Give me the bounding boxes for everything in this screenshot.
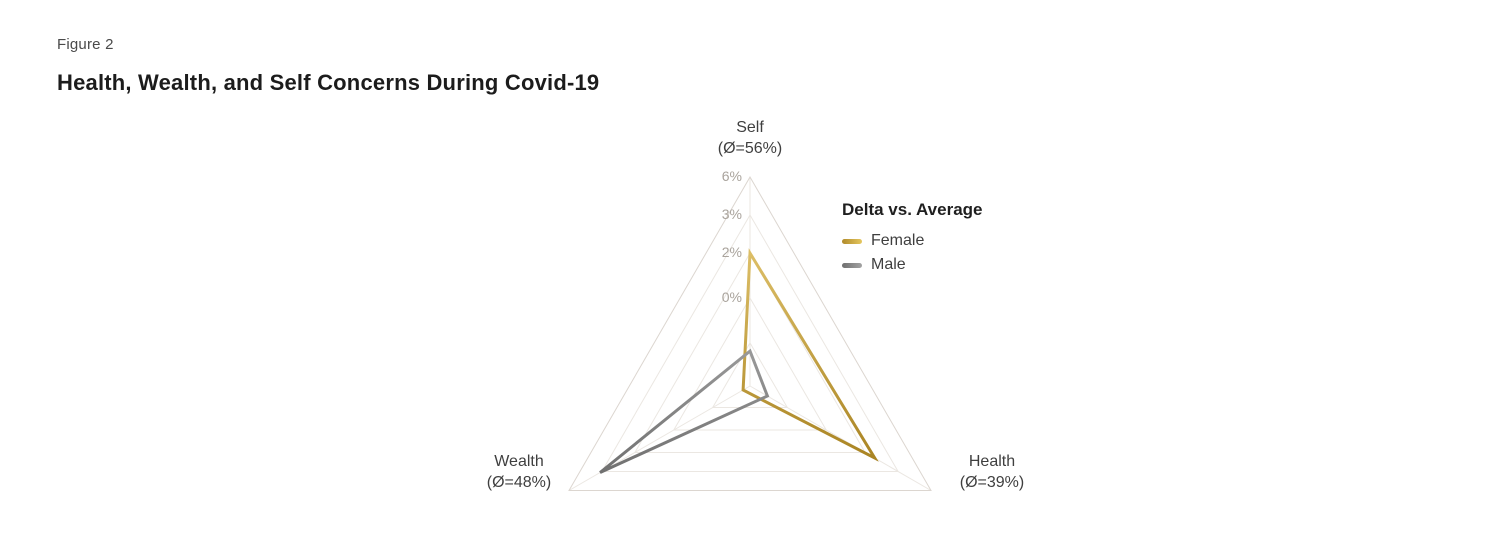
- series-polygon-female: [741, 248, 879, 462]
- radar-tick-label: 0%: [722, 289, 742, 305]
- axis-health-average: (Ø=39%): [959, 474, 1025, 491]
- series-polygon-male: [599, 348, 770, 474]
- axis-health-name: Health: [968, 453, 1016, 470]
- radar-spoke: [568, 385, 751, 491]
- radar-ring: [672, 296, 828, 431]
- legend-label-male: Male: [871, 256, 906, 273]
- radar-ring: [568, 176, 932, 491]
- radar-ring: [634, 252, 866, 453]
- axis-self-average: (Ø=56%): [717, 140, 783, 157]
- legend: Delta vs. Average Female Male: [842, 200, 982, 277]
- axis-label-self: Self (Ø=56%): [680, 117, 820, 159]
- axis-label-health: Health (Ø=39%): [922, 451, 1062, 493]
- figure-label: Figure 2: [57, 36, 114, 53]
- radar-tick-label: 3%: [722, 206, 742, 222]
- male-line-swatch-icon: [842, 262, 862, 268]
- radar-tick-label: 6%: [722, 168, 742, 184]
- radar-series: [599, 248, 879, 474]
- axis-self-name: Self: [736, 119, 764, 136]
- radar-tick-labels: 6% 3% 2% 0%: [722, 168, 742, 305]
- radar-spoke: [749, 385, 932, 491]
- legend-item-female[interactable]: Female: [842, 229, 982, 253]
- radar-ring: [711, 341, 789, 408]
- legend-label-female: Female: [871, 232, 925, 249]
- legend-item-male[interactable]: Male: [842, 253, 982, 277]
- axis-wealth-name: Wealth: [494, 453, 544, 470]
- radar-tick-label: 2%: [722, 244, 742, 260]
- legend-title: Delta vs. Average: [842, 200, 983, 219]
- radar-ring: [601, 214, 899, 472]
- axis-wealth-average: (Ø=48%): [486, 474, 552, 491]
- axis-label-wealth: Wealth (Ø=48%): [449, 451, 589, 493]
- female-line-swatch-icon: [842, 238, 862, 244]
- chart-title: Health, Wealth, and Self Concerns During…: [57, 70, 600, 95]
